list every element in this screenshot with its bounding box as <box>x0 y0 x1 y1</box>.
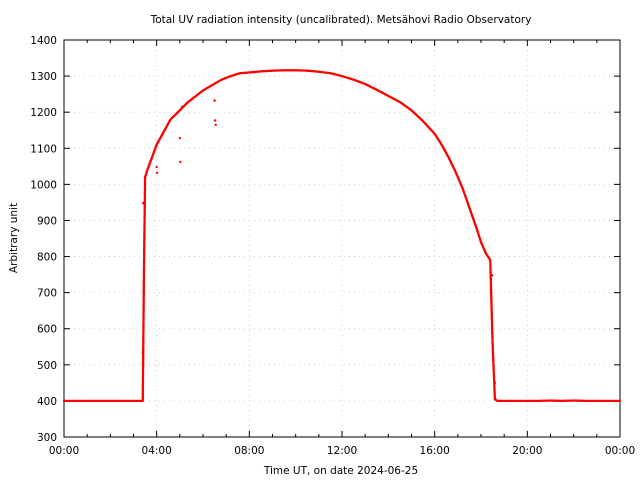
y-tick-label: 1300 <box>30 71 57 83</box>
x-tick-label: 20:00 <box>512 445 542 457</box>
outlier-point <box>178 136 182 140</box>
y-tick-label: 1400 <box>30 35 57 47</box>
x-tick-label: 00:00 <box>605 445 635 457</box>
data-point <box>618 399 622 403</box>
outlier-point <box>213 99 216 102</box>
outlier-point <box>155 165 158 169</box>
y-tick-label: 500 <box>37 360 57 372</box>
axis-ticks <box>63 39 621 438</box>
y-tick-label: 700 <box>37 288 57 300</box>
outlier-point <box>179 160 182 164</box>
outlier-point <box>493 381 497 385</box>
x-tick-label: 08:00 <box>234 445 264 457</box>
x-axis-label: Time UT, on date 2024-06-25 <box>263 465 418 477</box>
x-tick-labels: 00:00 04:00 08:00 12:00 16:00 20:00 00:00 <box>49 445 635 457</box>
grid <box>64 40 620 437</box>
outlier-point <box>213 119 217 122</box>
x-tick-label: 04:00 <box>142 445 172 457</box>
y-tick-labels: 300 400 500 600 700 800 900 1000 1100 1200 1300 140… <box>30 35 57 444</box>
x-tick-label: 12:00 <box>327 445 357 457</box>
x-tick-label: 00:00 <box>49 445 79 457</box>
outlier-point <box>141 350 144 354</box>
y-tick-label: 900 <box>37 215 57 227</box>
data-points <box>62 69 622 403</box>
y-tick-label: 600 <box>37 324 57 336</box>
y-tick-label: 800 <box>37 252 57 264</box>
y-tick-label: 400 <box>37 396 57 408</box>
y-axis-label: Arbitrary unit <box>8 203 20 273</box>
y-tick-label: 300 <box>37 432 57 444</box>
y-tick-label: 1100 <box>30 143 57 155</box>
outlier-point <box>142 201 145 205</box>
outlier-point <box>180 105 184 108</box>
y-tick-label: 1000 <box>30 179 57 191</box>
outlier-point <box>214 123 217 127</box>
outlier-point <box>155 171 159 175</box>
x-tick-label: 16:00 <box>420 445 450 457</box>
y-tick-label: 1200 <box>30 107 57 119</box>
chart-title: Total UV radiation intensity (uncalibrat… <box>150 14 532 26</box>
outlier-point <box>490 274 494 277</box>
